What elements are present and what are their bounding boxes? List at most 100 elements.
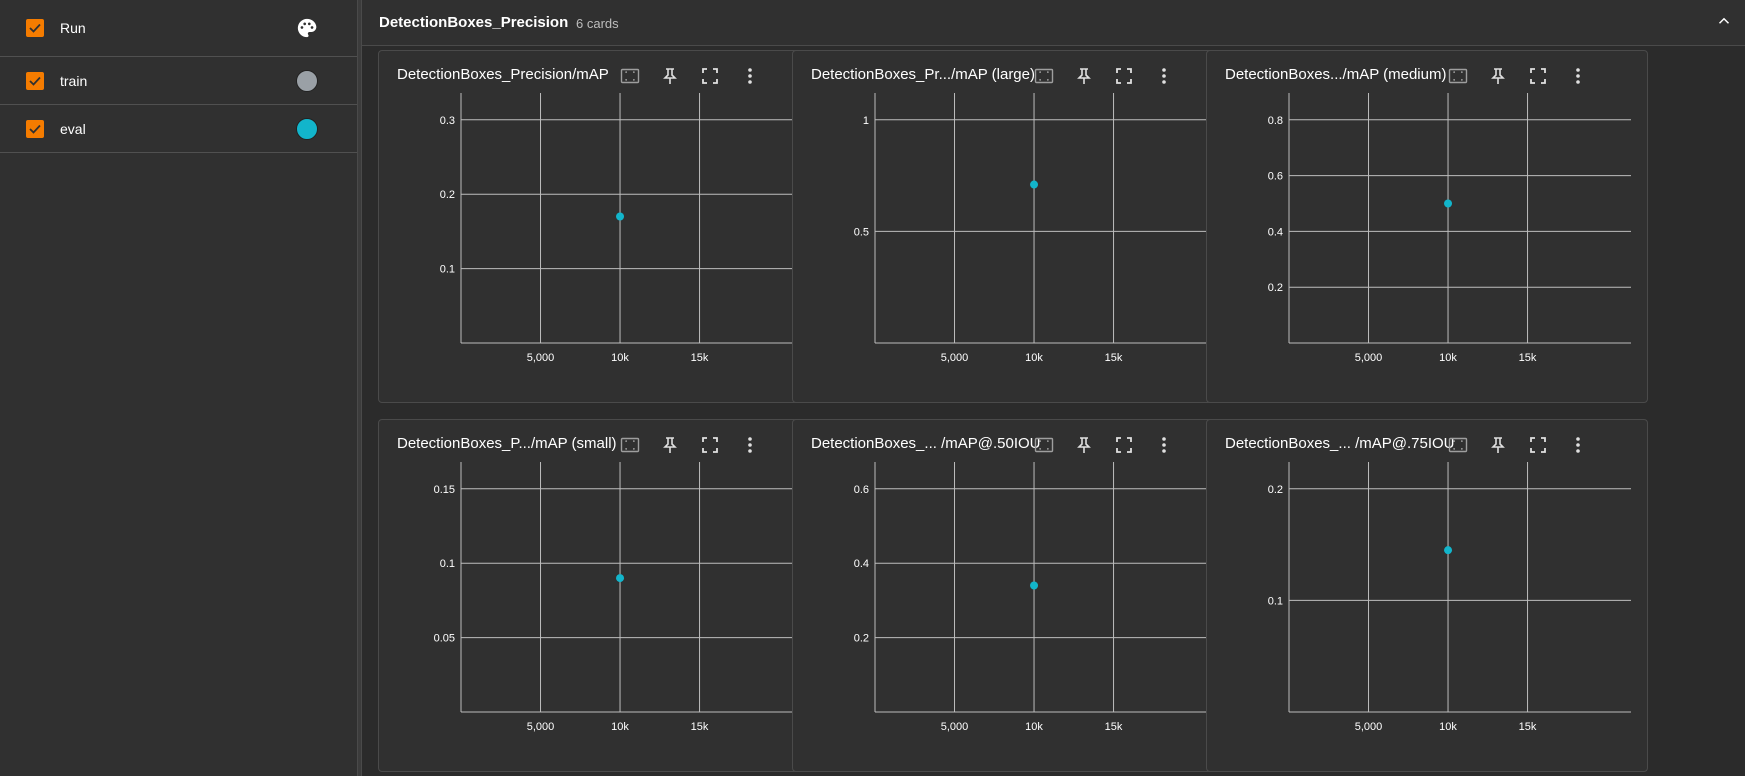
check-icon — [28, 21, 42, 35]
data-point-eval — [1030, 181, 1038, 189]
fullscreen-icon — [1114, 66, 1134, 86]
more-options-button[interactable] — [735, 61, 765, 91]
scalar-chart[interactable]: 5,000 10k 15k 0.2 0.4 0.6 — [793, 420, 1234, 772]
pin-card-button[interactable] — [1069, 430, 1099, 460]
fullscreen-button[interactable] — [1109, 61, 1139, 91]
run-color-swatch-train[interactable] — [296, 70, 318, 92]
run-label-eval: eval — [60, 121, 86, 137]
fullscreen-button[interactable] — [1109, 430, 1139, 460]
x-tick-label: 5,000 — [527, 352, 555, 364]
x-tick-label: 10k — [1025, 721, 1043, 733]
x-tick-label: 5,000 — [941, 721, 969, 733]
y-tick-label: 0.15 — [434, 484, 455, 496]
fit-domain-button[interactable] — [1029, 61, 1059, 91]
run-row-eval[interactable]: eval — [0, 105, 357, 153]
scalar-chart[interactable]: 5,000 10k 15k 0.1 0.2 — [1207, 420, 1648, 772]
run-row-train[interactable]: train — [0, 57, 357, 105]
runs-header-label: Run — [60, 20, 86, 36]
x-tick-label: 5,000 — [941, 352, 969, 364]
data-point-eval — [616, 213, 624, 221]
more-options-button[interactable] — [735, 430, 765, 460]
y-tick-label: 0.4 — [1268, 226, 1283, 238]
fit-domain-icon — [1448, 66, 1468, 86]
y-tick-label: 0.3 — [440, 115, 455, 127]
x-tick-label: 15k — [1519, 721, 1537, 733]
fit-domain-button[interactable] — [615, 61, 645, 91]
fullscreen-icon — [1528, 66, 1548, 86]
fullscreen-button[interactable] — [695, 61, 725, 91]
pin-card-button[interactable] — [1483, 430, 1513, 460]
fit-domain-button[interactable] — [1443, 61, 1473, 91]
fullscreen-button[interactable] — [1523, 430, 1553, 460]
fit-domain-icon — [620, 435, 640, 455]
fit-domain-button[interactable] — [1443, 430, 1473, 460]
check-icon — [28, 122, 42, 136]
pin-card-button[interactable] — [1483, 61, 1513, 91]
run-checkbox-eval[interactable] — [26, 120, 44, 138]
runs-sidebar: Run train eval — [0, 0, 357, 776]
y-tick-label: 0.8 — [1268, 115, 1283, 127]
x-tick-label: 10k — [611, 721, 629, 733]
more-vert-icon — [740, 435, 760, 455]
more-vert-icon — [740, 66, 760, 86]
fullscreen-button[interactable] — [695, 430, 725, 460]
chevron-up-icon[interactable] — [1715, 12, 1733, 30]
card-title: DetectionBoxes_Pr.../mAP (large) — [811, 66, 1035, 83]
run-checkbox-train[interactable] — [26, 72, 44, 90]
more-options-button[interactable] — [1563, 61, 1593, 91]
x-tick-label: 10k — [1439, 352, 1457, 364]
y-tick-label: 0.05 — [434, 633, 455, 645]
x-tick-label: 15k — [1519, 352, 1537, 364]
y-tick-label: 0.4 — [854, 558, 869, 570]
scrollbar[interactable] — [1739, 46, 1745, 776]
card-group-count: 6 cards — [576, 16, 619, 31]
card-group-header[interactable]: DetectionBoxes_Precision 6 cards — [362, 0, 1745, 46]
check-icon — [28, 74, 42, 88]
y-tick-label: 0.1 — [440, 264, 455, 276]
fit-domain-button[interactable] — [1029, 430, 1059, 460]
data-point-eval — [1030, 582, 1038, 590]
fullscreen-icon — [700, 66, 720, 86]
data-point-eval — [1444, 546, 1452, 554]
fit-domain-button[interactable] — [615, 430, 645, 460]
x-tick-label: 10k — [1025, 352, 1043, 364]
card-title: DetectionBoxes_P.../mAP (small) — [397, 435, 617, 452]
x-tick-label: 5,000 — [1355, 721, 1383, 733]
pin-card-button[interactable] — [655, 430, 685, 460]
fit-domain-icon — [1034, 435, 1054, 455]
run-select-all-checkbox[interactable] — [26, 19, 44, 37]
scalar-chart[interactable]: 5,000 10k 15k 0.1 0.2 0.3 — [379, 51, 820, 403]
scalar-card: 5,000 10k 15k 0.05 0.1 0.15 DetectionBoxes_P..… — [378, 419, 820, 772]
more-options-button[interactable] — [1149, 430, 1179, 460]
card-group-title: DetectionBoxes_Precision — [379, 14, 568, 31]
fullscreen-button[interactable] — [1523, 61, 1553, 91]
pin-icon — [1074, 435, 1094, 455]
palette-icon[interactable] — [296, 17, 318, 39]
pin-card-button[interactable] — [655, 61, 685, 91]
scalar-chart[interactable]: 5,000 10k 15k 0.5 1 — [793, 51, 1234, 403]
fit-domain-icon — [1034, 66, 1054, 86]
scalar-chart[interactable]: 5,000 10k 15k 0.05 0.1 0.15 — [379, 420, 820, 772]
run-color-swatch-eval[interactable] — [296, 118, 318, 140]
scalar-card: 5,000 10k 15k 0.2 0.4 0.6 DetectionBoxes_... /… — [792, 419, 1234, 772]
more-options-button[interactable] — [1563, 430, 1593, 460]
pin-icon — [1488, 435, 1508, 455]
pin-card-button[interactable] — [1069, 61, 1099, 91]
fullscreen-icon — [700, 435, 720, 455]
card-title: DetectionBoxes.../mAP (medium) — [1225, 66, 1446, 83]
fullscreen-icon — [1528, 435, 1548, 455]
pin-icon — [660, 66, 680, 86]
x-tick-label: 15k — [1105, 721, 1123, 733]
scalar-chart[interactable]: 5,000 10k 15k 0.2 0.4 0.6 0.8 — [1207, 51, 1648, 403]
run-label-train: train — [60, 73, 87, 89]
more-vert-icon — [1154, 435, 1174, 455]
scalar-card: 5,000 10k 15k 0.5 1 DetectionBoxes_Pr.../mAP … — [792, 50, 1234, 403]
x-tick-label: 5,000 — [1355, 352, 1383, 364]
pin-icon — [1488, 66, 1508, 86]
card-title: DetectionBoxes_... /mAP@.50IOU — [811, 435, 1041, 452]
more-options-button[interactable] — [1149, 61, 1179, 91]
x-tick-label: 15k — [691, 352, 709, 364]
y-tick-label: 0.2 — [1268, 282, 1283, 294]
y-tick-label: 0.1 — [440, 558, 455, 570]
x-tick-label: 15k — [691, 721, 709, 733]
